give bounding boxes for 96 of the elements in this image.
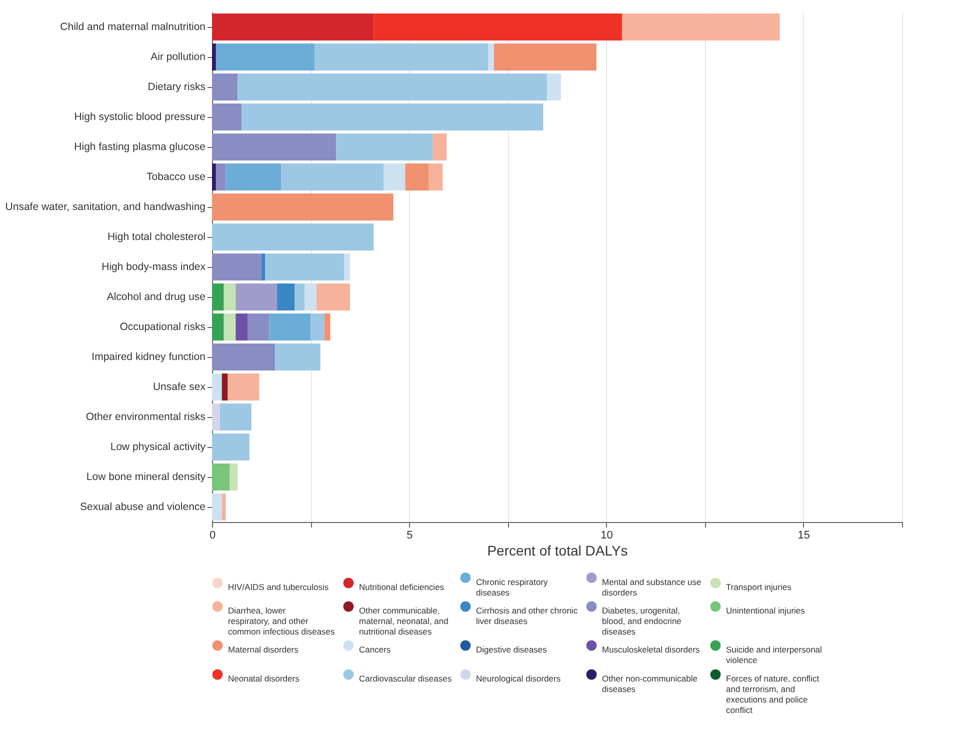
- legend-label: Other communicable, maternal, neonatal, and nutritional diseases: [359, 606, 449, 636]
- bar: [428, 164, 443, 190]
- legend-label: Neonatal disorders: [228, 674, 300, 684]
- legend-label: Diarrhea, lower respiratory, and other common infectious diseases: [228, 606, 335, 636]
- bar: [212, 44, 216, 70]
- bar: [212, 164, 216, 190]
- y-tick-label: Unsafe water, sanitation, and handwashing: [5, 201, 206, 213]
- bar: [432, 134, 447, 160]
- legend-label: Transport injuries: [726, 582, 792, 592]
- legend-label: Suicide and interpersonal violence: [726, 644, 822, 665]
- bar: [269, 314, 311, 340]
- y-tick-label: High fasting plasma glucose: [74, 141, 206, 153]
- x-tick-label: 5: [406, 530, 413, 542]
- bar: [374, 14, 622, 40]
- bar: [488, 44, 494, 70]
- bar: [212, 314, 224, 340]
- bar: [242, 104, 544, 130]
- bar: [230, 464, 238, 490]
- y-tick-label: Alcohol and drug use: [106, 291, 206, 303]
- x-tick-label: 15: [798, 530, 810, 542]
- bar: [224, 284, 236, 310]
- x-tick-label: 0: [209, 530, 216, 542]
- x-tick-label: 10: [600, 530, 613, 542]
- y-tick-label: Impaired kidney function: [92, 351, 206, 363]
- y-tick-label: Low physical activity: [110, 441, 206, 453]
- bar: [384, 164, 406, 190]
- bar: [314, 44, 488, 70]
- bar: [212, 434, 250, 460]
- bar: [212, 284, 224, 310]
- x-axis-title: Percent of total DALYs: [487, 542, 628, 558]
- legend-label: Nutritional deficiencies: [359, 582, 444, 592]
- legend-label: Maternal disorders: [228, 644, 298, 654]
- bar: [216, 44, 315, 70]
- bar: [212, 74, 238, 100]
- bar: [236, 284, 278, 310]
- y-tick-label: High body-mass index: [102, 261, 206, 273]
- bar: [324, 314, 330, 340]
- bar: [304, 284, 316, 310]
- legend-label: Cirrhosis and other chronic liver diseases: [476, 606, 578, 626]
- legend-label: HIV/AIDS and tuberculosis: [228, 582, 329, 592]
- bar: [212, 464, 230, 490]
- bar: [494, 44, 596, 70]
- bar: [344, 254, 350, 280]
- bar: [275, 344, 320, 370]
- legend-label: Unintentional injuries: [726, 606, 805, 616]
- bar: [220, 404, 252, 430]
- y-tick-label: Low bone mineral density: [86, 471, 206, 483]
- legend-label: Chronic respiratory diseases: [476, 576, 549, 598]
- bar: [222, 374, 228, 400]
- bar: [336, 134, 433, 160]
- legend-label: Musculoskeletal disorders: [602, 644, 700, 654]
- y-tick-label: Sexual abuse and violence: [80, 501, 206, 513]
- y-tick-label: Other environmental risks: [86, 411, 206, 423]
- bar: [281, 164, 384, 190]
- legend-label: Diabetes, urogenital, blood, and endocrine diseases: [602, 606, 682, 636]
- bar: [236, 314, 248, 340]
- bar: [212, 224, 374, 250]
- legend-label: Mental and substance use disorders: [602, 576, 702, 598]
- bar: [226, 164, 281, 190]
- bar: [238, 74, 548, 100]
- y-tick-label: Unsafe sex: [152, 381, 206, 393]
- bar: [294, 284, 305, 310]
- y-tick-label: High total cholesterol: [107, 231, 206, 243]
- legend-label: Digestive diseases: [476, 644, 547, 654]
- bar: [277, 284, 295, 310]
- y-tick-label: Tobacco use: [146, 171, 206, 183]
- bar: [212, 14, 374, 40]
- y-tick-label: Air pollution: [150, 51, 206, 63]
- bar: [212, 254, 262, 280]
- bar: [212, 404, 220, 430]
- bar: [212, 494, 222, 520]
- bar: [212, 104, 242, 130]
- y-tick-label: Child and maternal malnutrition: [60, 21, 206, 33]
- bar: [547, 74, 561, 100]
- bar: [310, 314, 324, 340]
- legend-label: Forces of nature, conflict and terrorism, and executions and police conflict: [726, 674, 820, 715]
- bar: [228, 374, 260, 400]
- bar: [222, 494, 226, 520]
- legend-label: Other non-communicable diseases: [602, 674, 698, 694]
- bar: [265, 254, 344, 280]
- bar: [212, 374, 222, 400]
- legend-label: Cancers: [359, 644, 391, 654]
- bar: [405, 164, 429, 190]
- bar: [316, 284, 350, 310]
- y-tick-label: Occupational risks: [120, 321, 206, 333]
- bar: [212, 194, 394, 220]
- y-tick-label: Dietary risks: [148, 81, 206, 93]
- bar: [247, 314, 270, 340]
- legend-label: Neurological disorders: [476, 674, 561, 684]
- bar: [224, 314, 236, 340]
- y-tick-label: High systolic blood pressure: [74, 111, 206, 123]
- bar: [216, 164, 226, 190]
- bar: [622, 14, 780, 40]
- legend-label: Cardiovascular diseases: [359, 674, 452, 684]
- bar: [212, 344, 276, 370]
- bar: [212, 134, 336, 160]
